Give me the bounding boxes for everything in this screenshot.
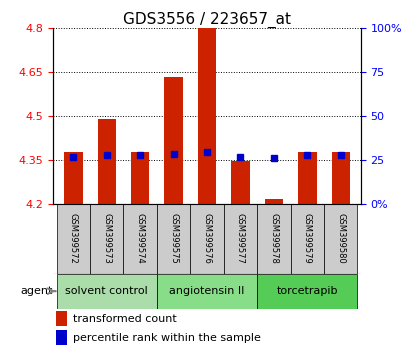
Bar: [198, 28, 216, 204]
Bar: [131, 153, 149, 204]
Bar: [256, 274, 357, 309]
Text: percentile rank within the sample: percentile rank within the sample: [73, 333, 261, 343]
Text: GSM399572: GSM399572: [69, 213, 78, 264]
Text: angiotensin II: angiotensin II: [169, 286, 244, 296]
Text: GSM399575: GSM399575: [169, 213, 178, 264]
Bar: [190, 204, 223, 274]
Bar: [157, 274, 256, 309]
Text: agent: agent: [20, 286, 52, 296]
Text: GSM399573: GSM399573: [102, 213, 111, 264]
Text: GSM399576: GSM399576: [202, 213, 211, 264]
Bar: [56, 204, 90, 274]
Bar: [264, 199, 282, 204]
Text: GSM399580: GSM399580: [335, 213, 344, 264]
Bar: [297, 153, 316, 204]
Text: GSM399578: GSM399578: [269, 213, 278, 264]
Text: GSM399574: GSM399574: [135, 213, 144, 264]
Bar: [64, 153, 82, 204]
Bar: [323, 204, 357, 274]
Text: GSM399579: GSM399579: [302, 213, 311, 264]
Bar: [290, 204, 323, 274]
Text: GSM399577: GSM399577: [236, 213, 244, 264]
Bar: [123, 204, 157, 274]
Bar: [164, 76, 182, 204]
Title: GDS3556 / 223657_at: GDS3556 / 223657_at: [123, 12, 290, 28]
Bar: [231, 161, 249, 204]
Bar: [90, 204, 123, 274]
Text: solvent control: solvent control: [65, 286, 148, 296]
Bar: [223, 204, 256, 274]
Bar: [56, 331, 67, 345]
Bar: [157, 204, 190, 274]
Text: torcetrapib: torcetrapib: [276, 286, 337, 296]
Bar: [256, 204, 290, 274]
Bar: [97, 119, 116, 204]
Bar: [56, 312, 67, 326]
Text: transformed count: transformed count: [73, 314, 177, 324]
Bar: [331, 153, 349, 204]
Bar: [56, 274, 157, 309]
